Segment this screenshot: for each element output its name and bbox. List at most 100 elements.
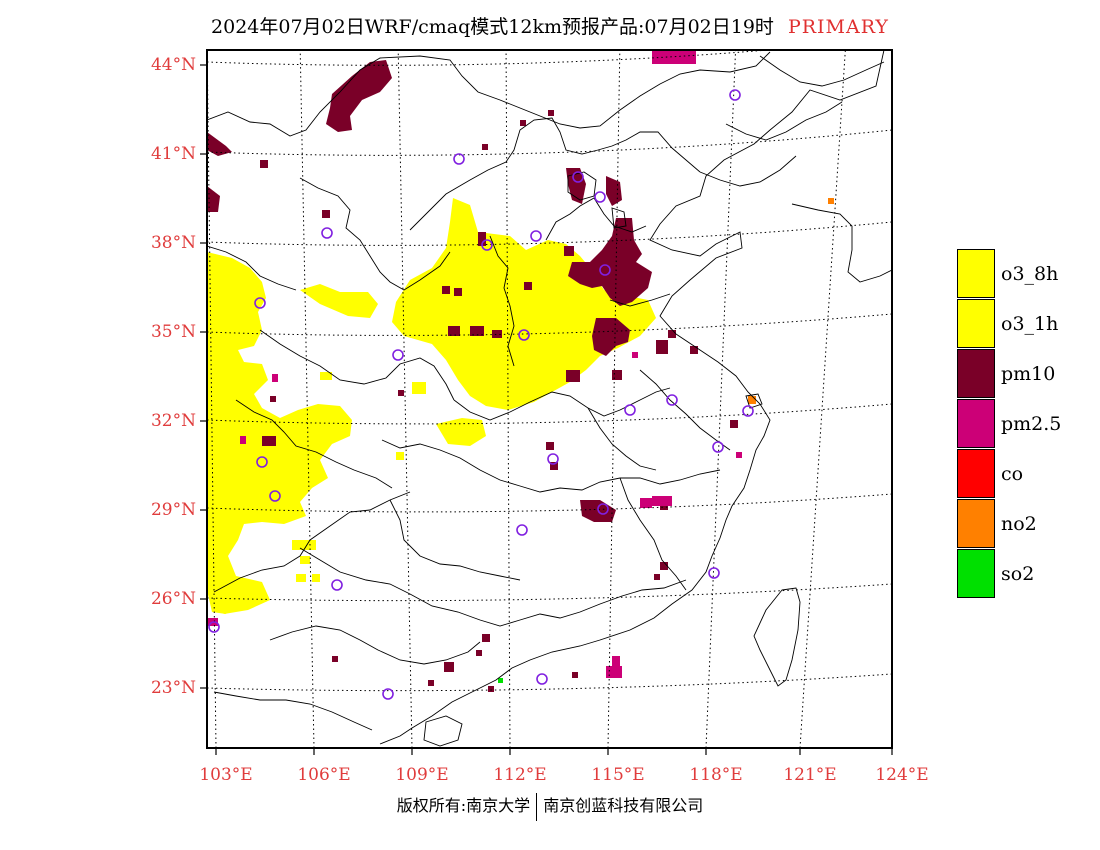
taiwan [753,587,801,687]
o3-field [207,198,656,614]
map-frame [206,49,893,749]
legend-swatch-so2 [957,549,995,598]
meridian-112e [505,50,511,748]
pm10-region-shijiazhuang [606,176,622,206]
meridian-118e [705,50,737,748]
parallel-41n [207,129,892,156]
hainan [423,715,463,747]
legend-item-o3-1h: o3_1h [957,299,1097,349]
legend-label-pm10: pm10 [1001,363,1056,385]
northern-border [207,51,771,137]
province-shanghai [745,393,763,409]
province-hubei-anhui [587,407,657,471]
province-hubei-hunan [381,439,721,493]
legend-swatch-pm25 [957,399,995,448]
meridian-109e [397,50,413,748]
o3-region-sw-strip [207,530,232,614]
axis-ticks [200,64,893,755]
footer-left: 版权所有:南京大学 [396,796,531,815]
province-sichuan-north [259,329,455,401]
province-sichuan-west [235,399,393,489]
korea-coast [791,203,892,283]
province-jilin [725,101,843,141]
province-beijing-ring [567,171,597,201]
lon-label-115e: 115°E [591,765,645,785]
province-hunan-guangdong [299,547,687,627]
lat-label-41n: 41°N [150,144,196,164]
lat-label-26n: 26°N [150,589,196,609]
legend-label-co: co [1001,463,1024,485]
legend-item-pm25: pm2.5 [957,399,1097,449]
coastline [379,50,885,745]
no2-field [748,198,834,404]
legend-label-o3-8h: o3_8h [1001,263,1059,285]
legend-swatch-o3-1h [957,299,995,348]
province-sichuan-yunnan [213,491,411,593]
parallel-29n [207,493,892,513]
o3-region-north-china [392,198,656,410]
lon-label-112e: 112°E [493,765,547,785]
city-markers [208,89,754,700]
so2-field [498,678,503,683]
lon-label-103e: 103°E [199,765,253,785]
legend-swatch-o3-8h [957,249,995,298]
legend-item-so2: so2 [957,549,1097,599]
o3-region-west [207,252,352,614]
province-hebei-shanxi [545,197,647,241]
footer-divider [536,792,538,821]
province-inner-mongolia [409,117,701,231]
legend-item-pm10: pm10 [957,349,1097,399]
legend-label-no2: no2 [1001,513,1037,535]
o3-region-central-south [436,418,486,446]
meridian-106e [299,50,315,748]
lon-label-118e: 118°E [689,765,743,785]
pm10-region-inner-mongolia [326,60,392,132]
province-liaoning [699,155,797,187]
parallel-26n [207,583,892,602]
province-tianjin [611,207,627,229]
map-title: 2024年07月02日WRF/cmaq模式12km预报产品:07月02日19时 P… [0,12,1100,39]
parallel-32n [207,403,892,425]
lon-label-124e: 124°E [875,765,929,785]
lon-label-106e: 106°E [297,765,351,785]
title-main: 2024年07月02日WRF/cmaq模式12km预报产品:07月02日19时 [211,16,774,38]
legend-label-pm25: pm2.5 [1001,413,1062,435]
pm10-region-shandong-west [592,318,630,356]
boundaries [207,50,892,747]
pm10-region-north-edge2 [207,186,220,212]
lat-label-32n: 32°N [150,411,196,431]
province-shanxi-shaanxi [489,235,515,367]
province-guangxi [269,625,481,665]
meridian-115e [607,50,621,748]
footer-right: 南京创蓝科技有限公司 [543,796,704,815]
province-jiangxi-fujian [619,477,687,591]
parallel-23n [207,673,892,692]
title-badge: PRIMARY [787,16,889,38]
pm25-field [208,50,742,678]
parallel-35n [207,313,892,336]
graticule [207,50,892,748]
copyright-footer: 版权所有:南京大学 南京创蓝科技有限公司 [0,792,1100,821]
province-yunnan [213,691,373,731]
legend-item-co: co [957,449,1097,499]
province-henan [453,387,671,421]
pm10-region-beijing [566,168,586,204]
legend-swatch-co [957,449,995,498]
province-shandong [609,293,671,307]
lat-label-44n: 44°N [150,55,196,75]
lon-label-109e: 109°E [395,765,449,785]
legend-swatch-no2 [957,499,995,548]
lat-label-23n: 23°N [150,678,196,698]
province-gansu-qinghai [207,245,297,291]
lat-label-38n: 38°N [150,233,196,253]
pm10-region-north-edge [207,132,232,156]
parallel-38n [207,221,892,246]
province-guizhou [389,499,521,581]
o3-region-loess [300,284,378,318]
province-anhui-jiangsu [639,369,731,451]
meridian-121e [799,50,846,748]
legend-swatch-pm10 [957,349,995,398]
legend-item-no2: no2 [957,499,1097,549]
province-ningxia-gansu [299,177,451,291]
